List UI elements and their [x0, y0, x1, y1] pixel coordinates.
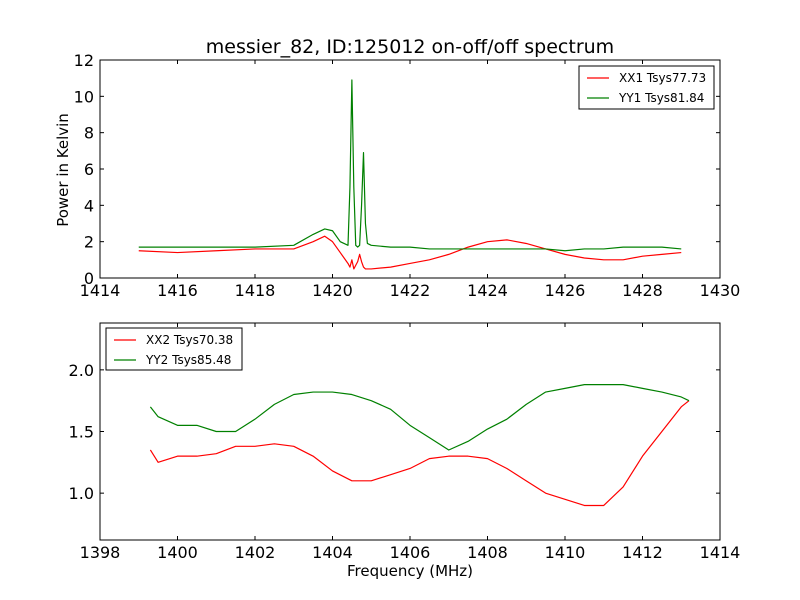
- x-tick-label: 1426: [545, 281, 586, 300]
- x-tick-label: 1404: [312, 543, 353, 562]
- y-tick-label: 2.0: [69, 361, 94, 380]
- y-tick-label: 10: [74, 87, 94, 106]
- y-tick-label: 6: [84, 160, 94, 179]
- legend-label: XX1 Tsys77.73: [619, 71, 706, 85]
- x-tick-label: 1430: [700, 281, 741, 300]
- x-tick-label: 1414: [700, 543, 741, 562]
- top-panel: 1414 1416 1418 1420 1422 1424 1426 1428 1430 0 2 4 6…: [74, 51, 741, 300]
- legend-label: YY1 Tsys81.84: [618, 91, 704, 105]
- y-tick-label: 1.0: [69, 484, 94, 503]
- x-tick-label: 1408: [467, 543, 508, 562]
- x-tick-label: 1412: [622, 543, 663, 562]
- y-tick-label: 8: [84, 124, 94, 143]
- x-tick-label: 1420: [312, 281, 353, 300]
- bottom-panel: 1398 1400 1402 1404 1406 1408 1410 1412 1414 1.0 1…: [69, 322, 741, 562]
- x-tick-label: 1410: [545, 543, 586, 562]
- x-tick-label: 1424: [467, 281, 508, 300]
- x-tick-label: 1416: [157, 281, 198, 300]
- y-tick-label: 4: [84, 196, 94, 215]
- legend: [105, 327, 243, 371]
- y-axis-label-top: Power in Kelvin: [54, 113, 72, 227]
- x-tick-label: 1418: [235, 281, 276, 300]
- y-tick-label: 1.5: [69, 423, 94, 442]
- x-tick-label: 1400: [157, 543, 198, 562]
- series-line-xx1: [138, 235, 682, 270]
- chart-title: messier_82, ID:125012 on-off/off spectru…: [206, 36, 614, 58]
- y-tick-label: 12: [74, 51, 94, 70]
- series-line-yy1: [138, 79, 682, 252]
- x-tick-label: 1398: [80, 543, 121, 562]
- y-tick-label: 0: [84, 269, 94, 288]
- x-tick-label: 1414: [80, 281, 121, 300]
- y-tick-label: 2: [84, 233, 94, 252]
- x-tick-label: 1422: [390, 281, 431, 300]
- x-tick-label: 1406: [390, 543, 431, 562]
- series-line-yy2: [149, 384, 690, 451]
- legend-label: XX2 Tsys70.38: [146, 333, 233, 347]
- x-tick-label: 1428: [622, 281, 663, 300]
- x-tick-label: 1402: [235, 543, 276, 562]
- legend-label: YY2 Tsys85.48: [145, 353, 231, 367]
- series-line-xx2: [149, 400, 690, 507]
- x-axis-label-bottom: Frequency (MHz): [347, 562, 473, 580]
- legend: [578, 65, 715, 110]
